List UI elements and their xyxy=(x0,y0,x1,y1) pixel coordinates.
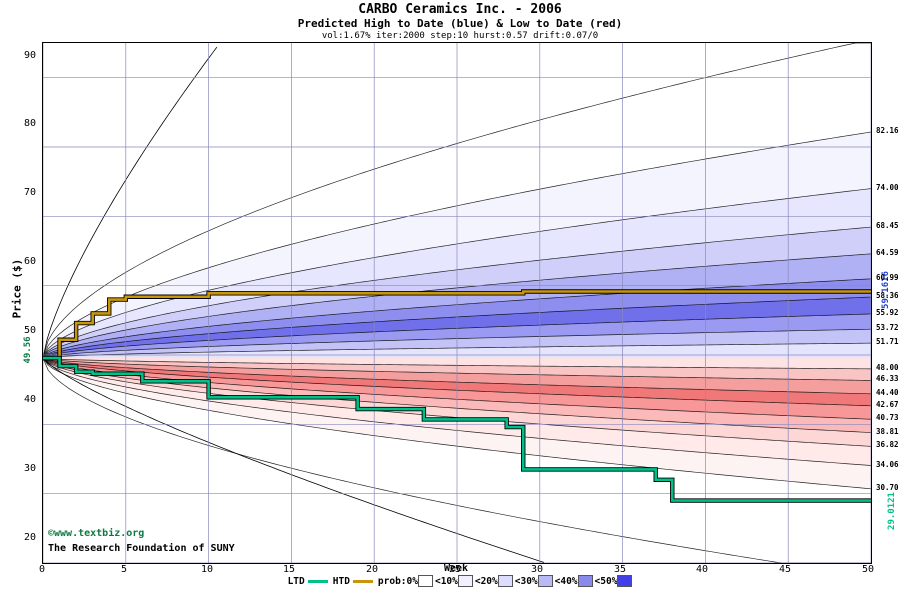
legend-label-ltd: LTD xyxy=(287,575,305,587)
legend-swatch-htd xyxy=(352,579,373,583)
y-tick-20: 20 xyxy=(23,532,36,543)
y-tick-50: 50 xyxy=(23,325,36,336)
legend-item-lt50: <50% xyxy=(595,575,633,587)
start-price-label: 49.56 xyxy=(23,336,33,364)
legend-item-prob0: prob:0% xyxy=(378,575,433,587)
legend-item-lt30: <30% xyxy=(515,575,553,587)
y-tick-30: 30 xyxy=(23,463,36,474)
legend-swatch-lt40 xyxy=(577,575,593,587)
x-tick-15: 15 xyxy=(282,564,296,575)
right-label-5: 58.36 xyxy=(876,291,899,300)
chart-parameters: vol:1.67% iter:2000 step:10 hurst:0.57 d… xyxy=(321,31,599,41)
right-label-6: 55.92 xyxy=(876,308,899,317)
chart-subtitle: Predicted High to Date (blue) & Low to D… xyxy=(297,17,623,30)
right-label-1: 74.00 xyxy=(876,182,899,192)
x-tick-0: 0 xyxy=(38,564,46,575)
legend-label-lt40: <40% xyxy=(554,575,578,587)
x-tick-50: 50 xyxy=(861,564,875,575)
right-label-0: 82.16 xyxy=(876,126,899,135)
legend-swatch-lt20 xyxy=(497,575,513,587)
copyright-line: ©www.textbiz.org xyxy=(48,528,145,539)
legend-label-lt50: <50% xyxy=(594,575,618,587)
right-label-14: 38.81 xyxy=(876,426,899,436)
right-label-7: 53.72 xyxy=(876,323,899,333)
legend-swatch-lt50 xyxy=(617,575,633,587)
chart-title: CARBO Ceramics Inc. - 2006 xyxy=(358,2,562,17)
legend-swatch-prob0 xyxy=(417,575,433,587)
x-tick-25: 25 xyxy=(448,564,462,575)
legend-swatch-ltd xyxy=(307,579,328,583)
legend-swatch-lt30 xyxy=(537,575,553,587)
right-label-12: 42.67 xyxy=(876,399,899,409)
x-tick-30: 30 xyxy=(530,564,544,575)
legend-label-lt10: <10% xyxy=(434,575,458,587)
right-label-15: 36.82 xyxy=(876,440,899,450)
right-label-17: 30.70 xyxy=(876,482,899,492)
right-label-11: 44.40 xyxy=(876,387,899,397)
x-tick-45: 45 xyxy=(778,564,792,575)
legend-item-htd: HTD xyxy=(333,576,376,587)
legend-label-lt30: <30% xyxy=(514,575,538,587)
legend-swatch-lt10 xyxy=(457,575,473,587)
right-label-4: 60.99 xyxy=(876,272,899,282)
legend-label-lt20: <20% xyxy=(474,575,498,587)
foundation-line: The Research Foundation of SUNY xyxy=(48,543,235,554)
right-label-9: 48.00 xyxy=(876,362,899,372)
x-tick-40: 40 xyxy=(695,564,709,575)
legend-item-lt40: <40% xyxy=(555,575,593,587)
legend: LTD HTD prob:0% <10% <20% <30% <40% <50 xyxy=(0,575,920,587)
y-tick-60: 60 xyxy=(23,256,36,267)
x-axis-label: Week xyxy=(443,563,469,574)
plot-area xyxy=(42,42,872,564)
y-tick-70: 70 xyxy=(23,187,36,198)
legend-label-htd: HTD xyxy=(332,575,350,587)
right-label-2: 68.45 xyxy=(876,221,899,231)
right-label-10: 46.33 xyxy=(876,374,899,384)
legend-item-ltd: LTD xyxy=(288,576,331,587)
right-label-16: 34.06 xyxy=(876,459,899,469)
chart-canvas xyxy=(43,43,871,563)
legend-label-prob0: prob:0% xyxy=(377,575,418,587)
x-tick-5: 5 xyxy=(120,564,128,575)
x-tick-35: 35 xyxy=(613,564,627,575)
legend-item-lt10: <10% xyxy=(435,575,473,587)
y-tick-80: 80 xyxy=(23,118,36,129)
y-tick-90: 90 xyxy=(23,50,36,61)
right-label-13: 40.73 xyxy=(876,413,899,423)
right-label-8: 51.71 xyxy=(876,337,899,347)
y-tick-40: 40 xyxy=(23,394,36,405)
legend-item-lt20: <20% xyxy=(475,575,513,587)
x-tick-20: 20 xyxy=(365,564,379,575)
x-tick-10: 10 xyxy=(200,564,214,575)
right-label-3: 64.59 xyxy=(876,247,899,257)
